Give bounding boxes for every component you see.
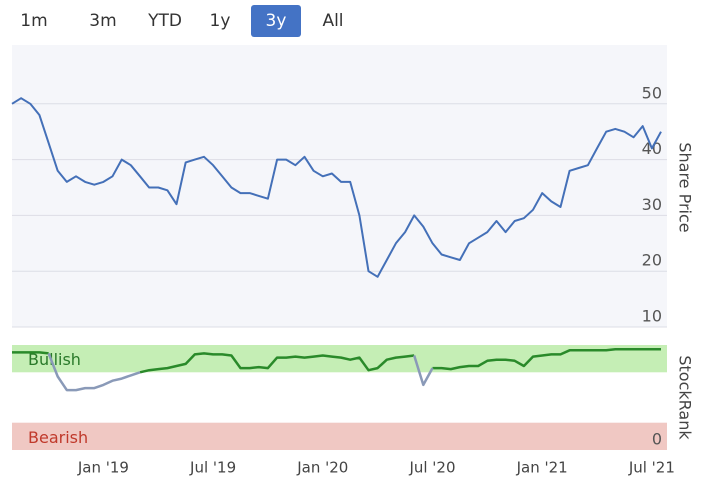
y-tick-label: 10 — [642, 307, 662, 326]
y-axis-label: Share Price — [676, 142, 695, 232]
x-tick-label: Jan '19 — [77, 459, 129, 477]
range-button[interactable]: 1m — [20, 11, 47, 31]
band-label: Bearish — [28, 428, 88, 447]
range-button[interactable]: 3y — [266, 11, 287, 31]
range-button[interactable]: All — [322, 11, 343, 31]
range-button[interactable]: 1y — [210, 11, 231, 31]
range-button[interactable]: YTD — [147, 11, 182, 31]
x-tick-label: Jan '20 — [296, 459, 348, 477]
y-tick-label: 30 — [642, 195, 662, 214]
plot-background — [12, 45, 667, 327]
y-tick-label: 50 — [642, 83, 662, 102]
band-label: Bullish — [28, 350, 81, 369]
band — [12, 422, 667, 450]
line-series — [47, 352, 434, 392]
x-tick-label: Jan '21 — [516, 459, 568, 477]
line-series — [12, 347, 661, 374]
range-button-bg[interactable] — [251, 5, 301, 37]
line-series — [11, 97, 662, 278]
range-button[interactable]: 3m — [89, 11, 116, 31]
x-tick-label: Jul '21 — [628, 459, 675, 477]
y-axis-label: StockRank — [676, 355, 695, 440]
x-tick-label: Jul '20 — [408, 459, 455, 477]
x-tick-label: Jul '19 — [189, 459, 236, 477]
y-tick-label: 0 — [652, 430, 662, 449]
y-tick-label: 20 — [642, 251, 662, 270]
